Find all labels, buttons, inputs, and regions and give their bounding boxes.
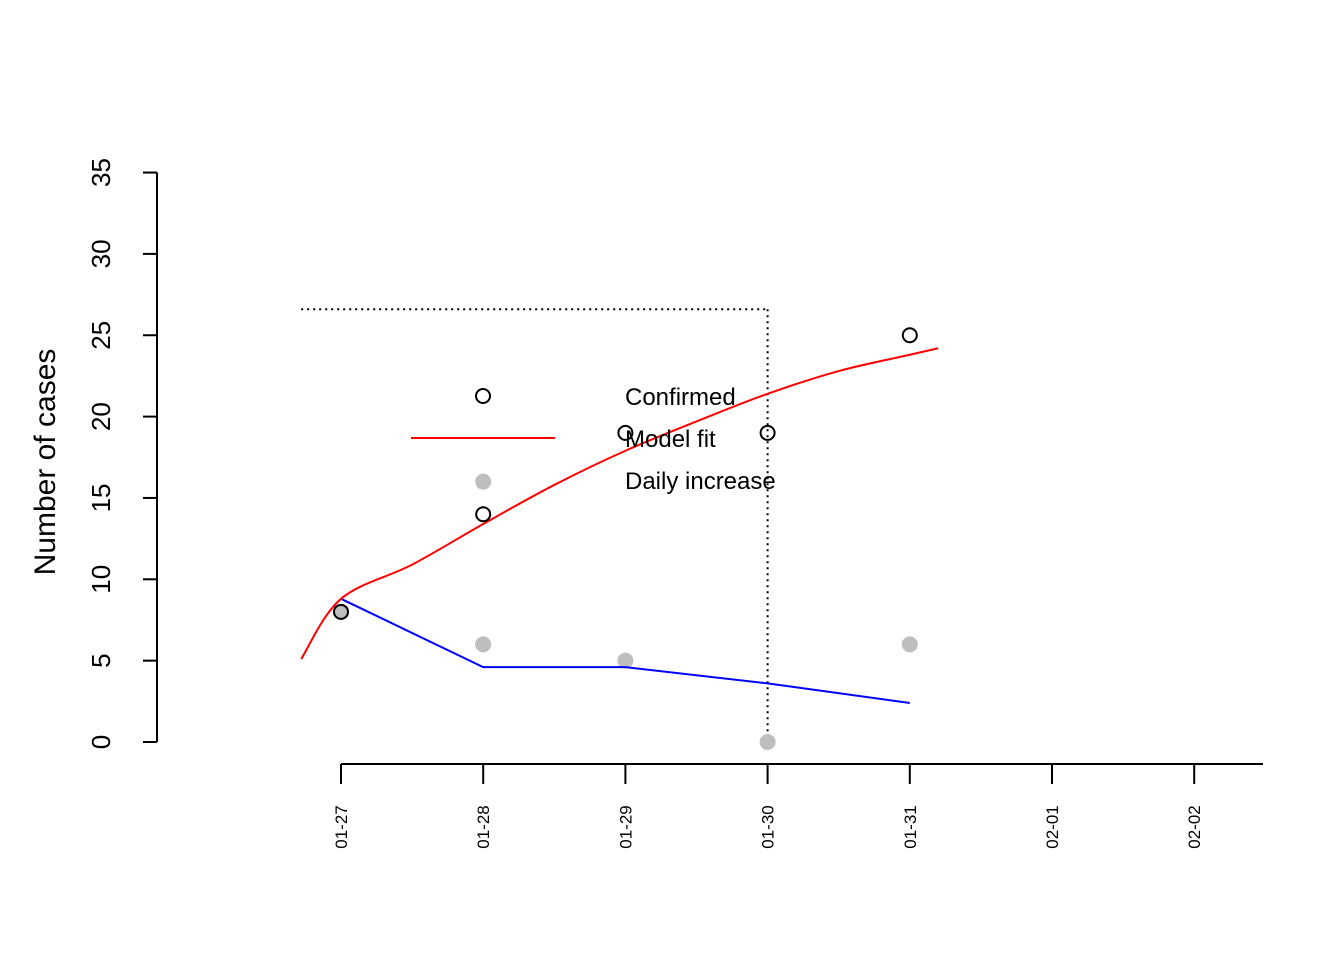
reference-lines	[301, 308, 769, 742]
confirmed-point	[759, 424, 776, 441]
x-tick-label: 01-31	[901, 805, 920, 848]
y-tick-label: 15	[86, 483, 116, 512]
x-tick-label: 02-01	[1043, 805, 1062, 848]
x-tick-label: 01-27	[332, 805, 351, 848]
y-axis: 0 5 10 15 20 25 30 35	[86, 158, 158, 749]
daily-increase-point	[759, 734, 776, 750]
y-axis-title: Number of cases	[29, 349, 62, 576]
x-tick-label: 01-28	[474, 805, 493, 848]
legend-model-fit-label: Model fit	[625, 426, 716, 453]
confirmed-point	[333, 603, 349, 620]
daily-increase-point	[475, 636, 492, 653]
y-tick-label: 20	[86, 402, 116, 431]
x-tick-label: 02-02	[1185, 805, 1204, 848]
daily-increase-point	[901, 636, 918, 653]
daily-increase-point	[475, 473, 492, 490]
confirmed-point	[475, 506, 492, 523]
y-tick-label: 5	[86, 653, 116, 667]
y-tick-label: 30	[86, 239, 116, 268]
y-tick-label: 10	[86, 565, 116, 594]
x-tick-label: 01-29	[616, 805, 635, 848]
y-tick-label: 0	[86, 735, 116, 749]
legend-confirmed-symbol	[475, 388, 491, 404]
x-tick-label: 01-30	[759, 805, 778, 848]
plot-area	[300, 327, 939, 750]
daily-increase-point	[333, 603, 349, 620]
daily-increase-point	[617, 652, 634, 669]
x-axis: 01-27 01-28 01-29 01-30 01-31 02-01 02-02	[332, 763, 1263, 849]
confirmed-point	[617, 424, 634, 441]
confirmed-point	[901, 327, 918, 344]
line-line	[340, 597, 910, 704]
legend-daily-increase-label: Daily increase	[625, 468, 776, 495]
y-tick-label: 25	[86, 321, 116, 350]
legend: Confirmed Model fit Daily increase	[411, 384, 776, 495]
legend-confirmed-label: Confirmed	[625, 384, 736, 411]
y-tick-label: 35	[86, 158, 116, 187]
model-fit-curve	[300, 347, 939, 660]
